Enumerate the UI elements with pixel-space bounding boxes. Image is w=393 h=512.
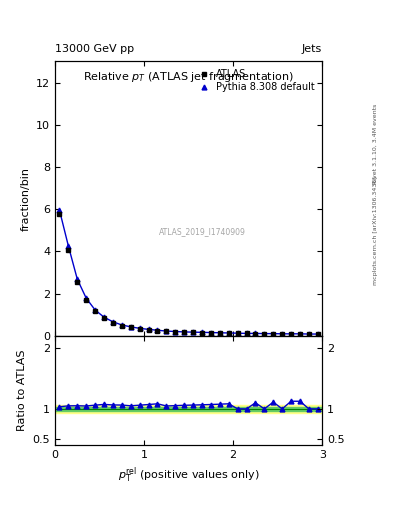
Pythia 8.308 default [316, 331, 320, 337]
ATLAS [173, 329, 178, 335]
Bar [55, 404, 322, 413]
Pythia 8.308 default [262, 331, 267, 337]
ATLAS [280, 331, 285, 337]
Pythia 8.308 default [137, 325, 142, 331]
Pythia 8.308 default [75, 276, 80, 282]
Pythia 8.308 default [235, 330, 240, 336]
ATLAS [164, 328, 169, 334]
ATLAS [129, 324, 133, 330]
Pythia 8.308 default [253, 330, 258, 336]
ATLAS [307, 331, 311, 337]
ATLAS [102, 315, 107, 322]
ATLAS [289, 331, 294, 337]
ATLAS [316, 331, 320, 337]
Pythia 8.308 default [182, 329, 187, 335]
ATLAS [66, 247, 71, 253]
ATLAS [226, 330, 231, 336]
Pythia 8.308 default [110, 319, 115, 325]
Legend: ATLAS, Pythia 8.308 default: ATLAS, Pythia 8.308 default [193, 66, 318, 95]
Pythia 8.308 default [200, 329, 204, 335]
Y-axis label: fraction/bin: fraction/bin [20, 166, 31, 230]
Pythia 8.308 default [217, 330, 222, 336]
Pythia 8.308 default [298, 331, 302, 337]
ATLAS [93, 308, 97, 314]
Bar [55, 407, 322, 411]
Pythia 8.308 default [271, 331, 275, 337]
Text: Jets: Jets [302, 44, 322, 54]
Pythia 8.308 default [93, 307, 97, 313]
Y-axis label: Ratio to ATLAS: Ratio to ATLAS [17, 350, 27, 431]
Pythia 8.308 default [191, 329, 195, 335]
ATLAS [75, 279, 80, 285]
Line: Pythia 8.308 default: Pythia 8.308 default [57, 208, 320, 336]
ATLAS [262, 331, 267, 337]
ATLAS [244, 330, 249, 336]
Text: Rivet 3.1.10, 3.4M events: Rivet 3.1.10, 3.4M events [373, 103, 378, 183]
ATLAS [200, 330, 204, 336]
Pythia 8.308 default [280, 331, 285, 337]
Pythia 8.308 default [57, 207, 62, 214]
Pythia 8.308 default [146, 326, 151, 332]
ATLAS [209, 330, 213, 336]
Line: ATLAS: ATLAS [57, 212, 320, 336]
ATLAS [217, 330, 222, 336]
ATLAS [137, 326, 142, 332]
Pythia 8.308 default [164, 328, 169, 334]
Pythia 8.308 default [84, 295, 88, 301]
Pythia 8.308 default [173, 328, 178, 334]
ATLAS [57, 211, 62, 218]
Pythia 8.308 default [119, 322, 124, 328]
Pythia 8.308 default [209, 330, 213, 336]
Text: ATLAS_2019_I1740909: ATLAS_2019_I1740909 [158, 227, 246, 236]
Pythia 8.308 default [66, 243, 71, 249]
ATLAS [271, 331, 275, 337]
Pythia 8.308 default [226, 330, 231, 336]
Pythia 8.308 default [289, 331, 294, 337]
ATLAS [119, 323, 124, 329]
ATLAS [235, 330, 240, 336]
ATLAS [110, 319, 115, 326]
Text: 13000 GeV pp: 13000 GeV pp [55, 44, 134, 54]
Pythia 8.308 default [102, 314, 107, 320]
X-axis label: $p_{\rm T}^{\rm rel}$ (positive values only): $p_{\rm T}^{\rm rel}$ (positive values o… [118, 466, 259, 485]
Pythia 8.308 default [129, 324, 133, 330]
ATLAS [84, 297, 88, 303]
Pythia 8.308 default [155, 327, 160, 333]
ATLAS [191, 329, 195, 335]
ATLAS [146, 327, 151, 333]
Pythia 8.308 default [244, 330, 249, 336]
Text: Relative $p_{T}$ (ATLAS jet fragmentation): Relative $p_{T}$ (ATLAS jet fragmentatio… [83, 70, 294, 83]
Pythia 8.308 default [307, 331, 311, 337]
ATLAS [298, 331, 302, 337]
ATLAS [155, 328, 160, 334]
ATLAS [253, 331, 258, 337]
Text: mcplots.cern.ch [arXiv:1306.3436]: mcplots.cern.ch [arXiv:1306.3436] [373, 176, 378, 285]
ATLAS [182, 329, 187, 335]
